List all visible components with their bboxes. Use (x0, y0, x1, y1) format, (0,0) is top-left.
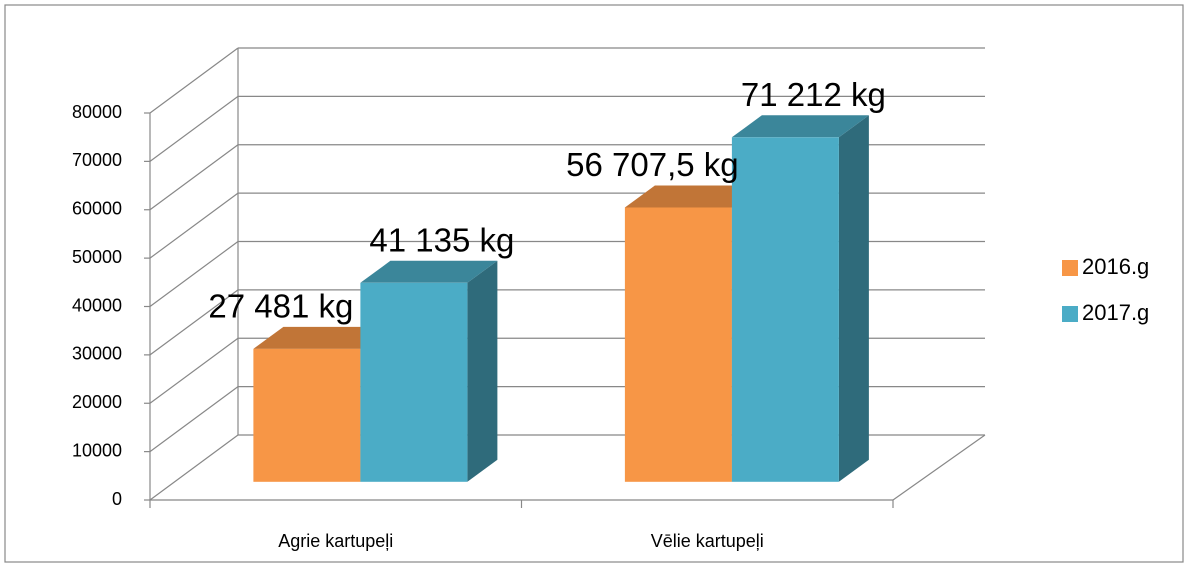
bar-top (360, 260, 498, 283)
grid-line (149, 192, 239, 259)
bar (253, 348, 361, 482)
grid-line (149, 386, 239, 453)
grid-line (149, 144, 239, 211)
grid-line (149, 95, 239, 162)
chart-border (4, 4, 1184, 563)
value-label: 41 135 kg (369, 222, 514, 259)
bar (624, 207, 732, 482)
y-tick-label: 10000 (72, 440, 122, 460)
value-label: 27 481 kg (208, 288, 353, 325)
y-tick-label: 70000 (72, 150, 122, 170)
floor-edge (892, 434, 986, 501)
grid-line (149, 337, 239, 404)
value-label: 56 707,5 kg (566, 146, 738, 183)
y-tick-label: 60000 (72, 199, 122, 219)
value-label: 71 212 kg (741, 76, 886, 113)
bar-top (253, 326, 391, 349)
bar (731, 137, 839, 482)
bar (360, 282, 468, 482)
legend-label: 2017.g (1082, 300, 1149, 325)
x-tick-label: Vēlie kartupeļi (651, 531, 764, 551)
legend-swatch (1062, 306, 1078, 322)
x-tick-label: Agrie kartupeļi (278, 531, 393, 551)
grid-line (149, 241, 239, 307)
grid-line (149, 434, 239, 501)
y-tick-label: 80000 (72, 102, 122, 122)
legend-label: 2016.g (1082, 254, 1149, 279)
grid-line (149, 47, 239, 114)
y-tick-label: 20000 (72, 392, 122, 412)
bar-top (624, 185, 762, 208)
y-tick-label: 40000 (72, 295, 122, 315)
y-tick-label: 0 (112, 489, 122, 509)
y-tick-label: 50000 (72, 247, 122, 267)
grid-line (149, 289, 239, 356)
legend-swatch (1062, 260, 1078, 276)
bar-side (838, 115, 869, 482)
y-tick-label: 30000 (72, 344, 122, 364)
bar-top (731, 115, 869, 138)
bar-side (467, 260, 498, 482)
